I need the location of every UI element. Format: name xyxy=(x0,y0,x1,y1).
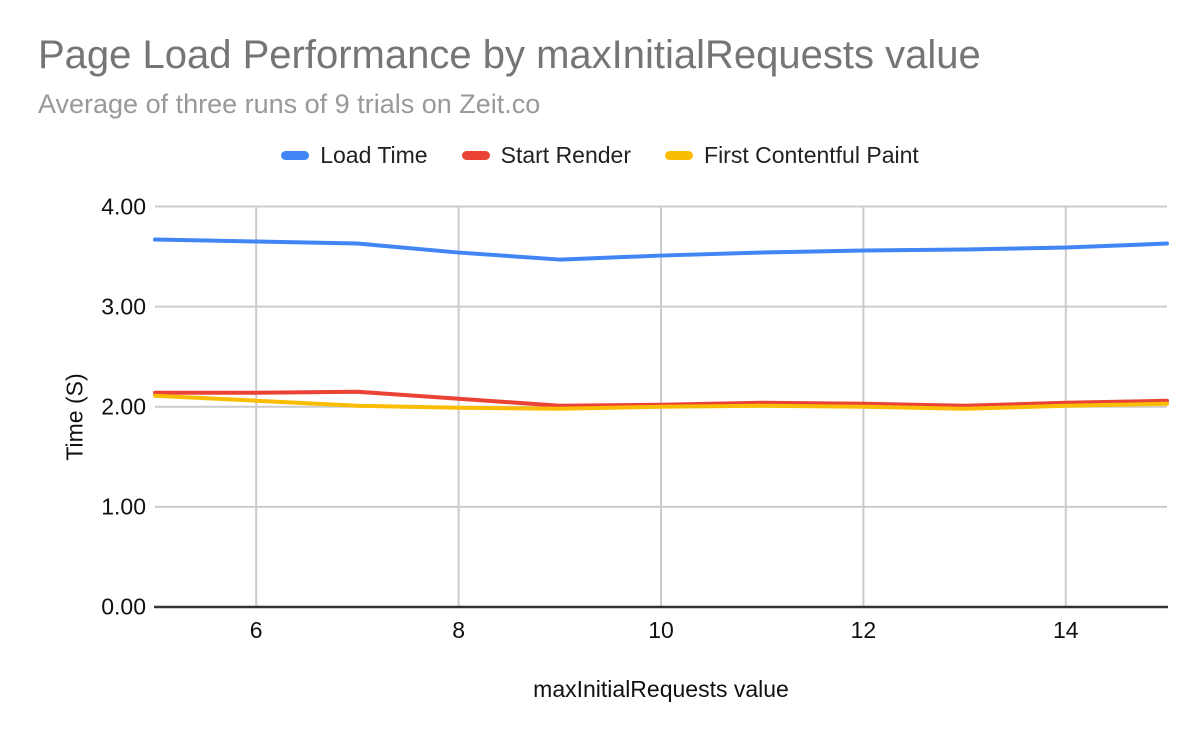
series-line-first-contentful-paint xyxy=(153,393,1169,411)
chart-title: Page Load Performance by maxInitialReque… xyxy=(38,33,981,77)
legend-label-load-time: Load Time xyxy=(320,142,428,168)
chart-legend: Load Time Start Render First Contentful … xyxy=(0,142,1200,170)
legend-item-first-contentful-paint: First Contentful Paint xyxy=(665,142,919,170)
y-tick-label: 2.00 xyxy=(101,393,146,420)
series-line-load-time xyxy=(153,237,1169,262)
x-axis-title: maxInitialRequests value xyxy=(533,676,789,702)
x-tick-label: 10 xyxy=(648,617,674,643)
y-tick-label: 3.00 xyxy=(101,293,146,320)
x-tick-label: 8 xyxy=(452,617,465,643)
legend-item-load-time: Load Time xyxy=(281,142,428,170)
y-tick-label: 0.00 xyxy=(101,593,146,620)
x-tick-label: 14 xyxy=(1053,617,1079,643)
legend-label-start-render: Start Render xyxy=(500,142,632,168)
legend-swatch-start-render xyxy=(461,151,490,161)
y-tick-label: 1.00 xyxy=(101,493,146,520)
legend-item-start-render: Start Render xyxy=(461,142,632,170)
series-line-start-render xyxy=(153,389,1169,408)
y-axis-title: Time (S) xyxy=(61,373,88,461)
y-tick-label: 4.00 xyxy=(101,193,146,219)
x-tick-label: 12 xyxy=(850,617,877,643)
chart-subtitle: Average of three runs of 9 trials on Zei… xyxy=(38,89,541,119)
legend-swatch-load-time xyxy=(281,151,310,161)
x-tick-label: 6 xyxy=(249,617,263,643)
legend-swatch-first-contentful-paint xyxy=(665,151,694,161)
legend-label-first-contentful-paint: First Contentful Paint xyxy=(704,142,919,168)
